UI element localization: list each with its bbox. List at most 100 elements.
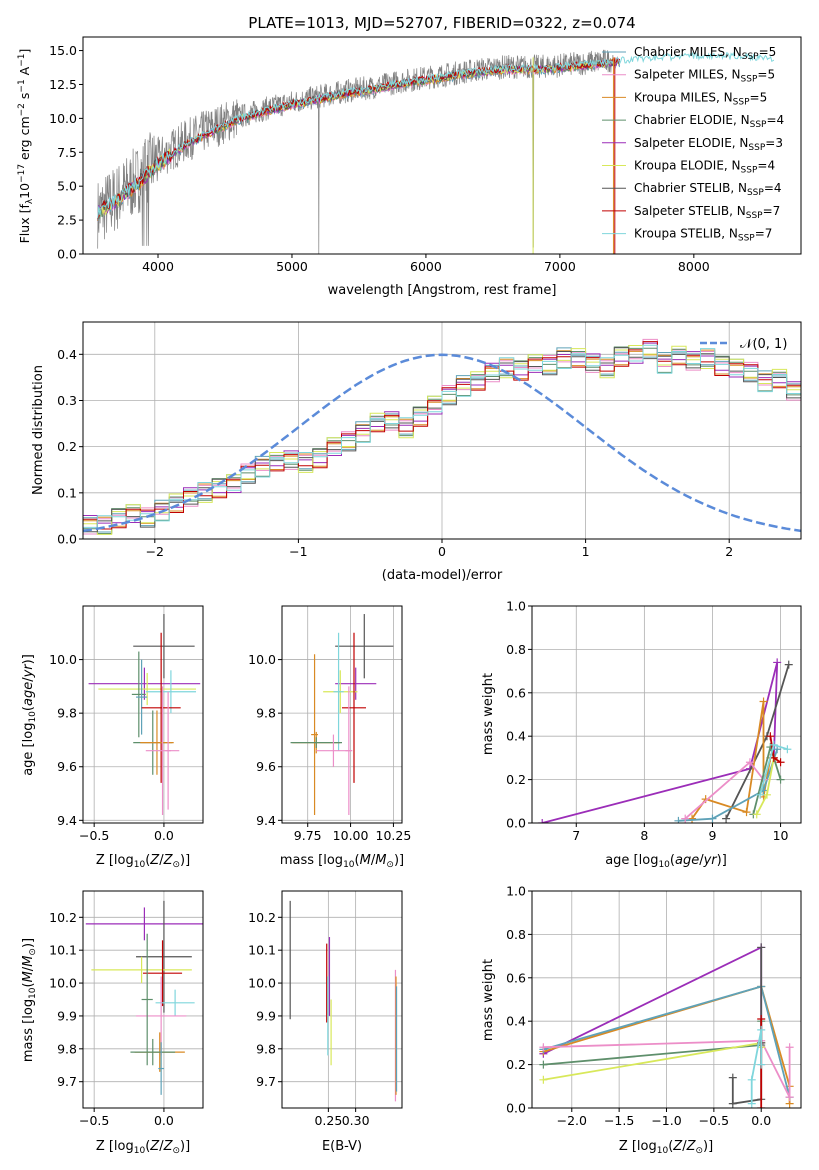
x-axis-label: Z [log10(Z/Z⊙)] <box>96 853 190 870</box>
weight-marker <box>757 1025 766 1034</box>
plot-area <box>97 49 775 254</box>
x-tick-label: 0.0 <box>154 828 174 843</box>
axes-frame <box>82 890 204 1109</box>
x-tick-label: 2 <box>725 544 733 559</box>
weight-marker <box>762 790 771 799</box>
weight-marker <box>776 775 785 784</box>
weight-marker <box>776 758 785 767</box>
weight-marker <box>757 943 766 952</box>
y-tick-label: 9.8 <box>57 706 77 721</box>
x-tick-label: −1 <box>289 544 307 559</box>
weight-marker <box>759 697 768 706</box>
y-tick-label: 0.0 <box>57 247 77 262</box>
y-tick-label: 9.6 <box>256 759 276 774</box>
y-tick-label: 0.2 <box>57 439 77 454</box>
x-tick-label: 5000 <box>276 259 308 274</box>
chart-title: PLATE=1013, MJD=52707, FIBERID=0322, z=0… <box>248 14 635 32</box>
x-tick-label: 0.25 <box>314 1113 342 1128</box>
y-tick-label: 9.4 <box>57 813 77 828</box>
x-tick-label: 7000 <box>544 259 576 274</box>
weight-series-line <box>731 947 763 1105</box>
weight-marker <box>539 1060 548 1069</box>
y-tick-label: 10.0 <box>49 111 77 126</box>
y-axis-label: age [log10(age/yr)] <box>21 654 38 776</box>
x-tick-label: 4000 <box>142 259 174 274</box>
x-tick-label: 10 <box>773 828 789 843</box>
legend: 𝒩(0, 1) <box>700 337 787 352</box>
weight-marker <box>773 658 782 667</box>
y-tick-label: 10.1 <box>49 943 77 958</box>
histogram-series <box>83 342 801 524</box>
age-z-axes: −0.5 0.0 9.4 9.6 9.8 10.0 <box>49 605 204 843</box>
y-axis-label: mass [log10(M/M⊙)] <box>21 938 38 1062</box>
legend: Chabrier MILES, NSSP=5 Salpeter MILES, NS… <box>602 45 784 244</box>
y-tick-label: 0.1 <box>57 485 77 500</box>
weight-z-axes: −2.0 −1.5 −1.0 −0.5 0.0 0.0 0.2 0.4 0.6 0.8 1.0 <box>506 884 802 1128</box>
x-tick-label: −2.0 <box>557 1113 587 1128</box>
y-tick-label: 9.8 <box>256 706 276 721</box>
weight-marker <box>769 740 778 749</box>
plot-area <box>290 614 394 815</box>
x-tick-label: −0.5 <box>79 1113 109 1128</box>
y-tick-label: 9.9 <box>256 1008 276 1023</box>
legend-label: Salpeter MILES, NSSP=5 <box>634 68 775 85</box>
histogram-series <box>83 347 801 533</box>
weight-marker <box>742 808 751 817</box>
plot-area <box>289 900 398 1102</box>
weight-marker <box>539 1043 548 1052</box>
label: Flux [fλ10−17 erg cm−2 s−1 A−1] <box>17 49 35 244</box>
model-line <box>97 59 620 221</box>
age-mass-axes: 9.75 10.00 10.25 9.4 9.6 9.8 10.0 <box>248 605 412 843</box>
plot-area <box>538 658 793 823</box>
x-tick-label: 0.0 <box>154 1113 174 1128</box>
weight-series-line <box>543 945 763 1055</box>
y-tick-label: 0.3 <box>57 393 77 408</box>
y-tick-label: 5.0 <box>57 179 77 194</box>
y-tick-label: 10.2 <box>248 910 276 925</box>
weight-series-line <box>678 748 779 822</box>
weight-marker <box>722 814 731 823</box>
x-axis-label: wavelength [Angstrom, rest frame] <box>328 283 557 298</box>
weight-marker <box>674 816 683 823</box>
model-line <box>97 51 775 219</box>
spectrum-axes: 4000 5000 6000 7000 8000 0.0 2.5 5.0 7.5 10.0 12.5… <box>49 36 802 274</box>
y-tick-label: 10.0 <box>49 652 77 667</box>
y-axis-label: Normed distribution <box>31 365 46 495</box>
x-tick-label: −1.5 <box>604 1113 634 1128</box>
x-tick-label: −0.5 <box>699 1113 729 1128</box>
y-tick-label: 0.6 <box>506 685 526 700</box>
x-tick-label: 10.25 <box>376 828 412 843</box>
x-axis-label: E(B-V) <box>322 1139 362 1154</box>
y-tick-label: 0.8 <box>506 642 526 657</box>
x-tick-label: 9 <box>708 828 716 843</box>
weight-marker <box>785 1093 794 1102</box>
weight-marker <box>752 810 761 819</box>
legend-label: Salpeter ELODIE, NSSP=3 <box>634 136 783 153</box>
x-tick-label: 0.0 <box>751 1113 771 1128</box>
model-line <box>97 57 620 220</box>
y-tick-label: 9.4 <box>256 813 276 828</box>
weight-marker <box>538 819 547 823</box>
weight-marker <box>728 1073 737 1082</box>
x-axis-label: (data-model)/error <box>382 568 503 583</box>
x-tick-label: 7 <box>572 828 580 843</box>
y-tick-label: 0.4 <box>506 1014 526 1029</box>
legend-label: Chabrier MILES, NSSP=5 <box>634 45 776 62</box>
weight-marker <box>708 814 717 823</box>
histogram-series <box>83 344 801 528</box>
plot-area <box>88 614 201 815</box>
axes-frame <box>82 36 802 255</box>
y-tick-label: 2.5 <box>57 213 77 228</box>
x-tick-label: 8000 <box>678 259 710 274</box>
weight-marker <box>745 758 754 767</box>
y-tick-label: 12.5 <box>49 77 77 92</box>
hist-axes: −2 −1 0 1 2 0.0 0.1 0.2 0.3 0.4 <box>57 321 802 559</box>
x-tick-label: 10.00 <box>333 828 369 843</box>
mass-ebv-axes: 0.25 0.30 9.7 9.8 9.9 10.0 10.1 10.2 <box>248 890 403 1128</box>
y-tick-label: 0.0 <box>506 816 526 831</box>
y-tick-label: 7.5 <box>57 145 77 160</box>
y-axis-label: Flux [fλ10−17 erg cm−2 s−1 A−1] <box>17 49 35 244</box>
weight-marker <box>766 732 775 741</box>
x-axis-label: Z [log10(Z/Z⊙)] <box>619 1139 713 1156</box>
